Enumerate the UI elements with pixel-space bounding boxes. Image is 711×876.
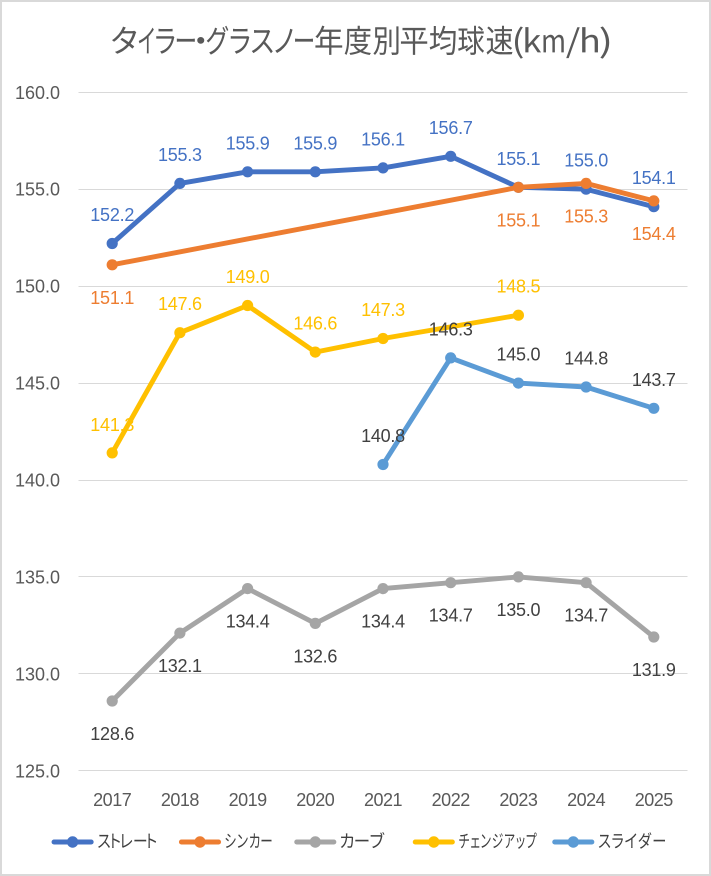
svg-text:146.6: 146.6 bbox=[293, 314, 337, 334]
svg-text:152.2: 152.2 bbox=[90, 205, 134, 225]
svg-text:2020: 2020 bbox=[296, 790, 335, 810]
svg-text:144.8: 144.8 bbox=[564, 349, 608, 369]
svg-text:2021: 2021 bbox=[364, 790, 403, 810]
svg-text:132.6: 132.6 bbox=[293, 646, 337, 666]
svg-text:130.0: 130.0 bbox=[15, 664, 60, 684]
svg-text:2018: 2018 bbox=[161, 790, 200, 810]
svg-text:147.6: 147.6 bbox=[158, 294, 202, 314]
svg-text:155.1: 155.1 bbox=[497, 149, 541, 169]
svg-text:149.0: 149.0 bbox=[226, 267, 270, 287]
svg-text:155.0: 155.0 bbox=[564, 151, 608, 171]
svg-text:155.9: 155.9 bbox=[226, 133, 270, 153]
svg-text:140.0: 140.0 bbox=[15, 471, 60, 491]
svg-text:160.0: 160.0 bbox=[15, 83, 60, 103]
svg-text:134.7: 134.7 bbox=[429, 606, 473, 626]
svg-text:128.6: 128.6 bbox=[90, 724, 134, 744]
svg-text:2017: 2017 bbox=[93, 790, 132, 810]
svg-text:2025: 2025 bbox=[635, 790, 674, 810]
svg-text:134.4: 134.4 bbox=[361, 612, 405, 632]
svg-text:134.7: 134.7 bbox=[564, 606, 608, 626]
svg-text:156.1: 156.1 bbox=[361, 129, 405, 149]
svg-text:148.5: 148.5 bbox=[497, 277, 541, 297]
svg-text:143.7: 143.7 bbox=[632, 370, 676, 390]
svg-text:134.4: 134.4 bbox=[226, 612, 270, 632]
svg-text:145.0: 145.0 bbox=[15, 374, 60, 394]
svg-text:140.8: 140.8 bbox=[361, 426, 405, 446]
svg-text:151.1: 151.1 bbox=[90, 288, 134, 308]
svg-text:147.3: 147.3 bbox=[361, 300, 405, 320]
svg-text:2022: 2022 bbox=[432, 790, 471, 810]
svg-text:154.1: 154.1 bbox=[632, 168, 676, 188]
svg-text:155.3: 155.3 bbox=[158, 145, 202, 165]
svg-text:146.3: 146.3 bbox=[429, 319, 473, 339]
svg-text:155.9: 155.9 bbox=[293, 133, 337, 153]
svg-text:154.4: 154.4 bbox=[632, 224, 676, 244]
svg-text:135.0: 135.0 bbox=[15, 567, 60, 587]
svg-text:131.9: 131.9 bbox=[632, 660, 676, 680]
svg-text:150.0: 150.0 bbox=[15, 277, 60, 297]
svg-text:155.1: 155.1 bbox=[497, 210, 541, 230]
svg-text:2024: 2024 bbox=[567, 790, 606, 810]
svg-text:155.0: 155.0 bbox=[15, 180, 60, 200]
svg-text:2019: 2019 bbox=[229, 790, 268, 810]
svg-text:125.0: 125.0 bbox=[15, 761, 60, 781]
svg-text:132.1: 132.1 bbox=[158, 656, 202, 676]
svg-text:155.3: 155.3 bbox=[564, 206, 608, 226]
svg-text:145.0: 145.0 bbox=[497, 345, 541, 365]
svg-text:135.0: 135.0 bbox=[497, 600, 541, 620]
svg-text:2023: 2023 bbox=[499, 790, 538, 810]
svg-text:156.7: 156.7 bbox=[429, 118, 473, 138]
